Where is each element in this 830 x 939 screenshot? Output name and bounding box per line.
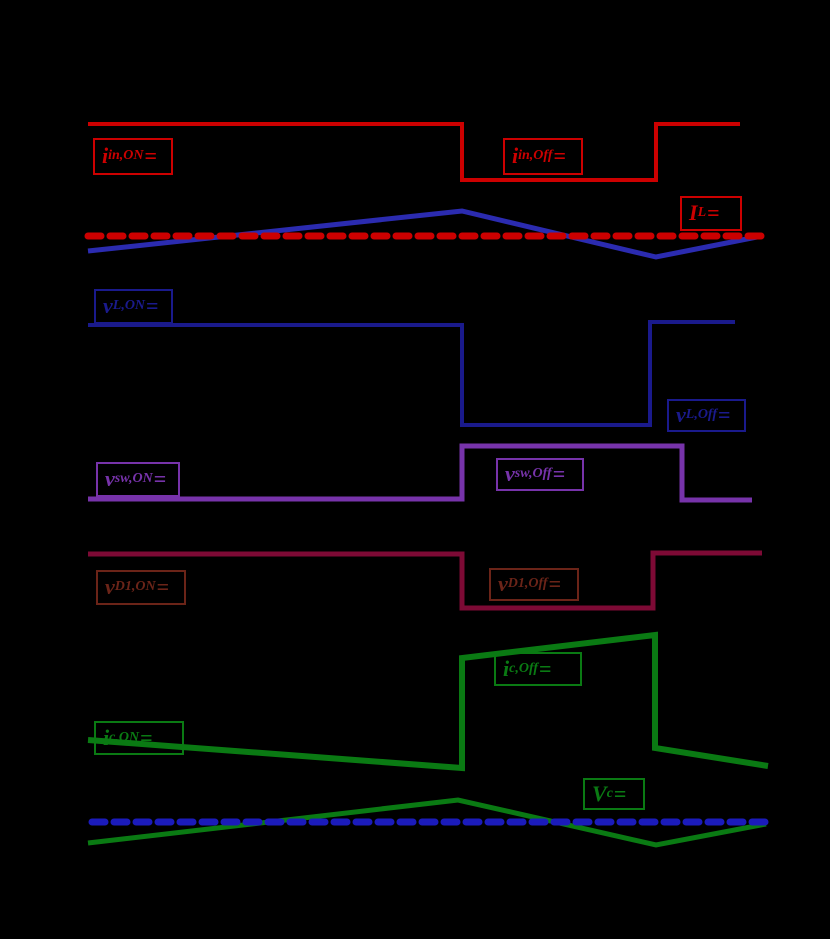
label-subscript: L,ON <box>112 298 146 313</box>
label-i-l: I L = <box>680 196 742 231</box>
label-subscript: L,Off <box>685 407 717 422</box>
label-equals: = <box>548 571 562 596</box>
label-equals: = <box>553 143 567 168</box>
label-base: i <box>512 143 519 168</box>
label-subscript: L <box>697 205 707 220</box>
label-subscript: D1,Off <box>507 576 548 591</box>
label-equals: = <box>144 143 158 168</box>
label-base: v <box>505 461 515 486</box>
label-base: i <box>503 655 510 681</box>
label-v-sw-off: v sw,Off = <box>496 458 584 491</box>
waveform-trace <box>88 320 735 427</box>
waveform-trace <box>88 550 762 611</box>
label-equals: = <box>140 724 153 750</box>
label-base: V <box>592 780 607 806</box>
label-base: v <box>676 402 686 427</box>
label-v-l-on: v L,ON = <box>94 289 173 324</box>
label-base: v <box>105 466 115 491</box>
label-equals: = <box>718 402 731 427</box>
label-equals: = <box>539 655 552 681</box>
label-base: I <box>689 200 698 225</box>
waveform-trace <box>88 443 752 503</box>
label-equals: = <box>552 461 566 486</box>
waveform-trace <box>88 122 740 182</box>
label-subscript: in,Off <box>518 148 553 163</box>
label-base: v <box>498 571 508 596</box>
waveform-trace <box>87 631 769 772</box>
label-v-d1-on: v D1,ON = <box>96 570 186 605</box>
label-subscript: sw,Off <box>514 466 552 481</box>
label-i-in-off: i in,Off = <box>503 138 583 175</box>
label-subscript: c <box>606 785 613 801</box>
label-subscript: in,ON <box>108 148 144 163</box>
label-equals: = <box>146 293 159 318</box>
label-equals: = <box>707 200 720 225</box>
label-v-sw-on: v sw,ON = <box>96 462 180 497</box>
label-equals: = <box>613 780 627 806</box>
label-base: i <box>103 724 110 750</box>
label-subscript: c,ON <box>109 729 140 745</box>
label-subscript: c,Off <box>509 660 539 676</box>
label-i-c-off: i c,Off = <box>494 652 582 686</box>
label-base: i <box>102 143 109 168</box>
label-v-d1-off: v D1,Off = <box>489 568 579 601</box>
label-base: v <box>103 293 113 318</box>
label-subscript: D1,ON <box>114 579 156 594</box>
label-base: v <box>105 574 115 599</box>
label-equals: = <box>153 466 167 491</box>
label-v-l-off: v L,Off = <box>667 399 746 432</box>
label-i-in-on: i in,ON = <box>93 138 173 175</box>
label-equals: = <box>156 574 170 599</box>
label-subscript: sw,ON <box>114 471 153 486</box>
label-i-c-on: i c,ON = <box>94 721 184 755</box>
